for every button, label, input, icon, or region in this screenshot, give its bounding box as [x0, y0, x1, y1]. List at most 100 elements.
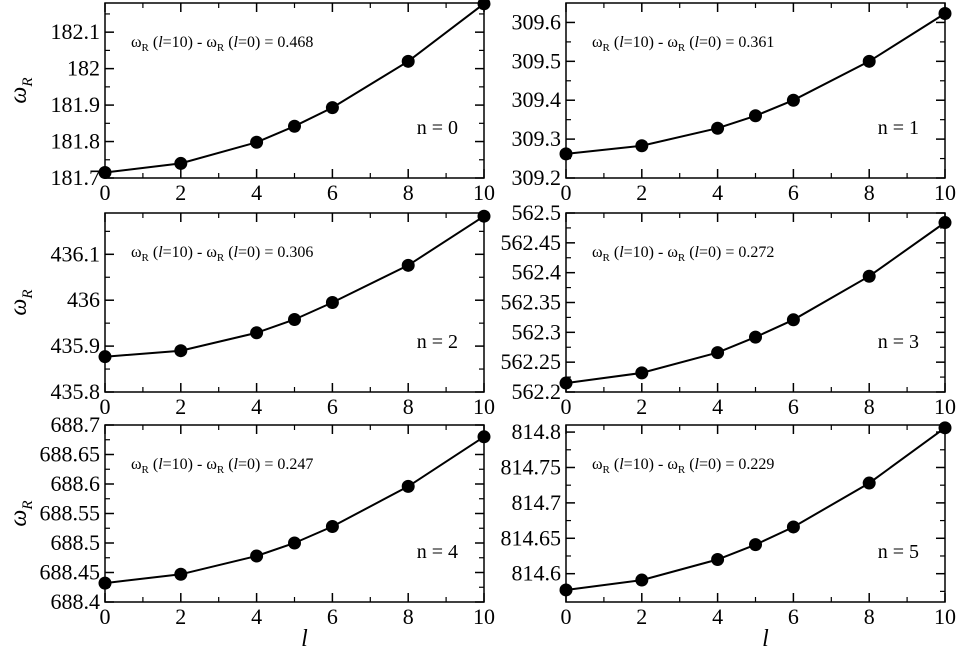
data-point	[174, 344, 188, 358]
y-tick-label: 562.4	[512, 260, 562, 285]
x-tick-label: 2	[636, 604, 647, 629]
y-tick-label: 688.4	[51, 589, 101, 614]
difference-annotation: ωR (l=10) - ωR (l=0) = 0.468	[131, 34, 313, 54]
data-point	[635, 366, 649, 380]
y-tick-label: 814.6	[512, 561, 562, 586]
data-point	[288, 119, 301, 133]
panel-3: 0 2 4 6 8 10 562.2 562.25 562.3 562.35 562.4 562.45…	[501, 200, 957, 419]
y-axis-label: ωR	[6, 500, 36, 526]
data-point	[98, 166, 112, 180]
difference-annotation: ωR (l=10) - ωR (l=0) = 0.247	[131, 456, 313, 476]
y-tick-label: 688.55	[40, 501, 101, 526]
plot-frame	[104, 212, 485, 393]
panel-0: 0 2 4 6 8 10 181.7 181.8 181.9 182 182.1 ωR (l=10) …	[6, 0, 495, 205]
x-tick-label: 0	[100, 394, 111, 419]
data-point	[174, 156, 188, 170]
x-tick-label: 8	[403, 180, 414, 205]
data-point	[477, 0, 491, 11]
x-tick-label: 6	[788, 180, 799, 205]
x-tick-label: 2	[175, 394, 186, 419]
y-tick-label: 688.6	[51, 471, 101, 496]
x-axis-label: l	[762, 626, 769, 650]
series-line	[565, 426, 946, 591]
y-tick-label: 562.35	[501, 290, 562, 315]
plot-frame	[565, 2, 946, 179]
data-point	[174, 567, 188, 581]
panel-4: 0 2 4 6 8 10 688.4 688.45 688.5 688.55 688.6 688.65…	[6, 412, 495, 650]
x-tick-label: 2	[175, 604, 186, 629]
data-point	[749, 330, 762, 344]
data-point	[250, 549, 264, 563]
x-tick-label: 2	[175, 180, 186, 205]
x-tick-label: 8	[403, 604, 414, 629]
x-tick-label: 8	[864, 180, 875, 205]
y-tick-label: 181.9	[51, 92, 101, 117]
data-point	[786, 93, 800, 107]
mode-label: n = 2	[417, 331, 458, 353]
x-tick-label: 6	[788, 604, 799, 629]
data-point	[401, 54, 415, 68]
data-point	[98, 350, 112, 364]
difference-annotation: ωR (l=10) - ωR (l=0) = 0.229	[592, 456, 774, 476]
x-tick-label: 4	[251, 180, 262, 205]
x-tick-label: 10	[934, 394, 956, 419]
x-tick-label: 0	[100, 180, 111, 205]
data-point	[749, 109, 762, 123]
y-tick-label: 688.7	[51, 412, 101, 437]
difference-annotation: ωR (l=10) - ωR (l=0) = 0.272	[592, 244, 774, 264]
x-tick-label: 4	[712, 180, 723, 205]
data-point	[288, 536, 301, 550]
x-tick-label: 8	[864, 604, 875, 629]
x-tick-label: 10	[473, 604, 495, 629]
y-tick-label: 814.75	[501, 454, 562, 479]
x-tick-label: 10	[473, 180, 495, 205]
data-point	[786, 520, 800, 534]
x-tick-label: 4	[251, 604, 262, 629]
y-tick-label: 814.8	[512, 419, 562, 444]
x-tick-label: 8	[403, 394, 414, 419]
mode-label: n = 5	[878, 541, 919, 563]
panel-5: 0 2 4 6 8 10 814.6 814.65 814.7 814.75 814.8 ωR (l=…	[501, 419, 957, 650]
data-point	[559, 147, 573, 161]
difference-annotation: ωR (l=10) - ωR (l=0) = 0.361	[592, 34, 774, 54]
plot-frame	[565, 212, 946, 393]
y-tick-label: 814.65	[501, 525, 562, 550]
y-tick-label: 436.1	[51, 241, 101, 266]
x-tick-label: 10	[934, 180, 956, 205]
x-tick-label: 0	[561, 394, 572, 419]
data-point	[711, 121, 725, 135]
x-tick-label: 8	[864, 394, 875, 419]
x-tick-label: 4	[712, 394, 723, 419]
y-tick-label: 562.45	[501, 230, 562, 255]
data-point	[325, 101, 339, 115]
data-point	[559, 583, 573, 597]
x-tick-label: 6	[327, 604, 338, 629]
x-tick-label: 0	[561, 180, 572, 205]
y-tick-label: 309.6	[512, 9, 562, 34]
series-line	[104, 2, 485, 174]
plot-frame	[104, 2, 485, 179]
y-tick-label: 435.8	[51, 379, 101, 404]
y-tick-label: 182	[67, 56, 100, 81]
mode-label: n = 1	[878, 117, 919, 139]
y-tick-label: 436	[67, 287, 100, 312]
panel-2: 0 2 4 6 8 10 435.8 435.9 436 436.1 ωR (l=10) - ωR …	[6, 209, 495, 419]
data-point	[711, 346, 725, 360]
y-tick-label: 814.7	[512, 490, 562, 515]
x-tick-label: 6	[788, 394, 799, 419]
data-point	[938, 216, 952, 230]
y-tick-label: 181.7	[51, 165, 101, 190]
x-axis-label: l	[301, 626, 308, 650]
y-tick-label: 562.3	[512, 319, 562, 344]
x-tick-label: 0	[100, 604, 111, 629]
difference-annotation: ωR (l=10) - ωR (l=0) = 0.306	[131, 244, 313, 264]
y-axis-label: ωR	[6, 289, 36, 315]
y-axis-label: ωR	[6, 77, 36, 103]
y-tick-label: 182.1	[51, 19, 101, 44]
data-point	[325, 296, 339, 309]
y-tick-label: 562.25	[501, 349, 562, 374]
data-point	[250, 326, 264, 340]
x-tick-label: 6	[327, 394, 338, 419]
x-tick-label: 2	[636, 180, 647, 205]
